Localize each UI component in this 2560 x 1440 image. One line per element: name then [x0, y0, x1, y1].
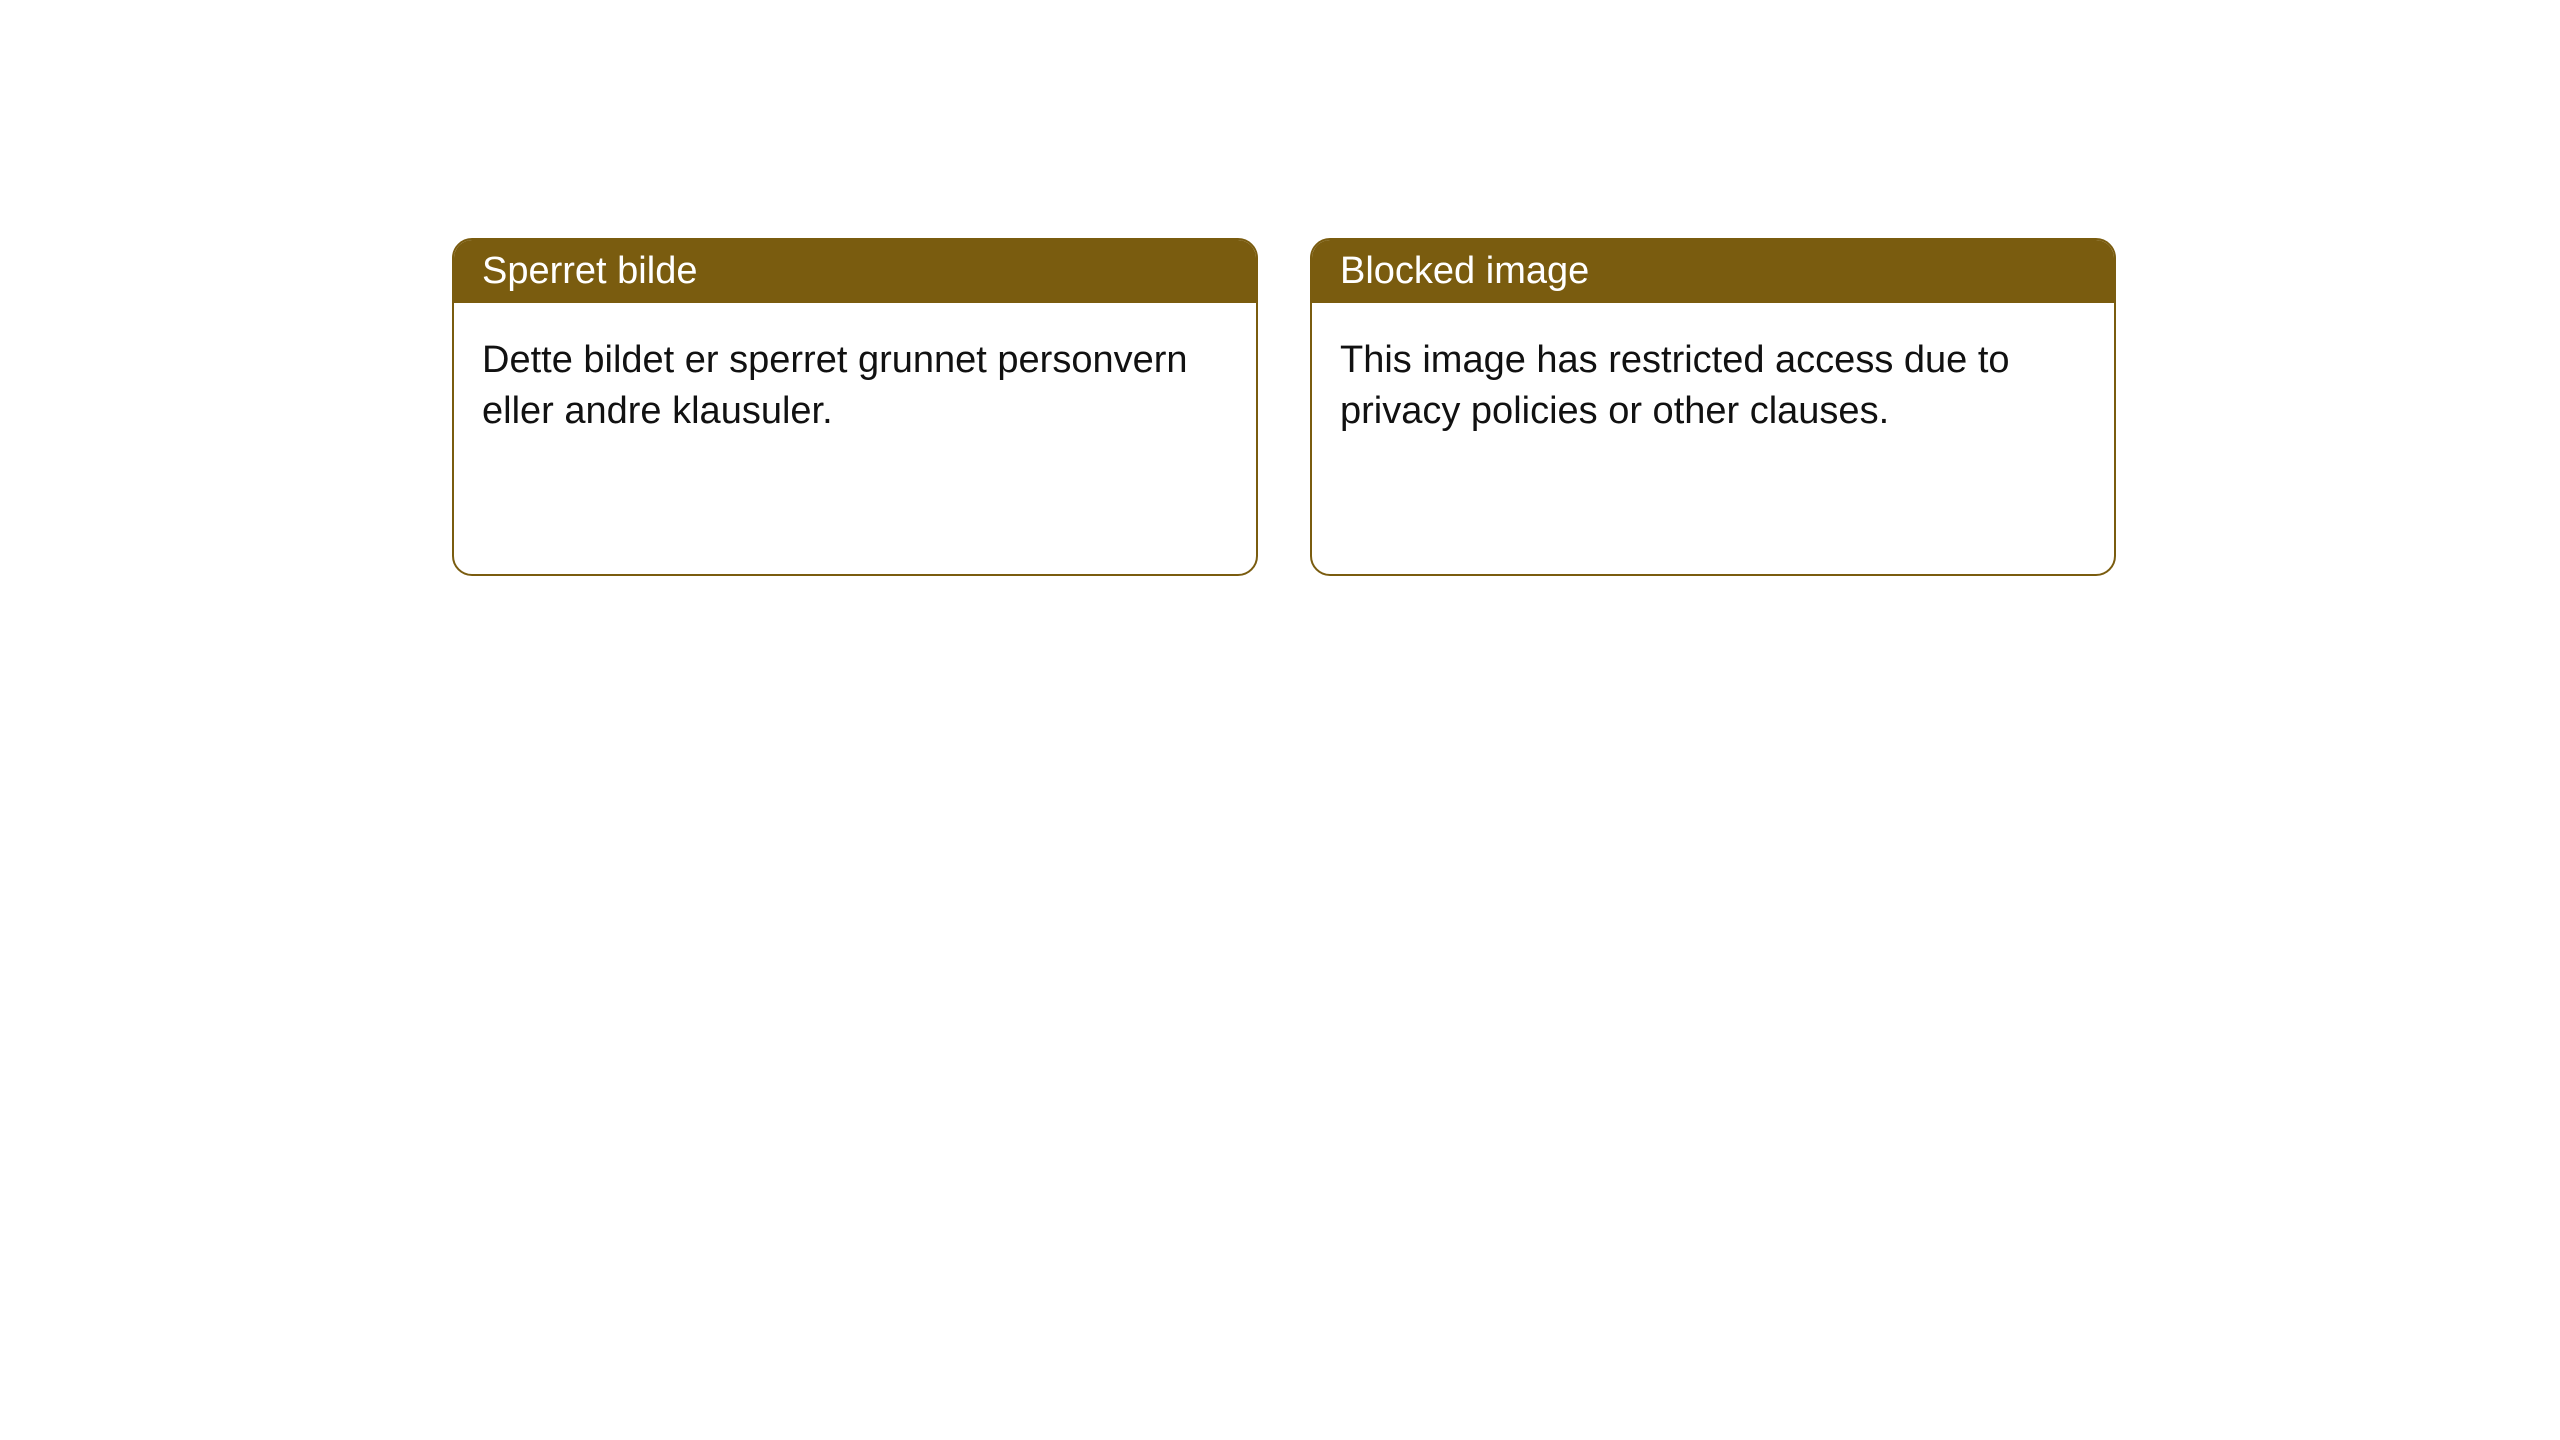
notice-container: Sperret bilde Dette bildet er sperret gr…	[0, 0, 2560, 576]
notice-body-norwegian: Dette bildet er sperret grunnet personve…	[454, 303, 1256, 470]
notice-body-english: This image has restricted access due to …	[1312, 303, 2114, 470]
notice-card-english: Blocked image This image has restricted …	[1310, 238, 2116, 576]
notice-card-norwegian: Sperret bilde Dette bildet er sperret gr…	[452, 238, 1258, 576]
notice-header-norwegian: Sperret bilde	[454, 240, 1256, 303]
notice-header-english: Blocked image	[1312, 240, 2114, 303]
